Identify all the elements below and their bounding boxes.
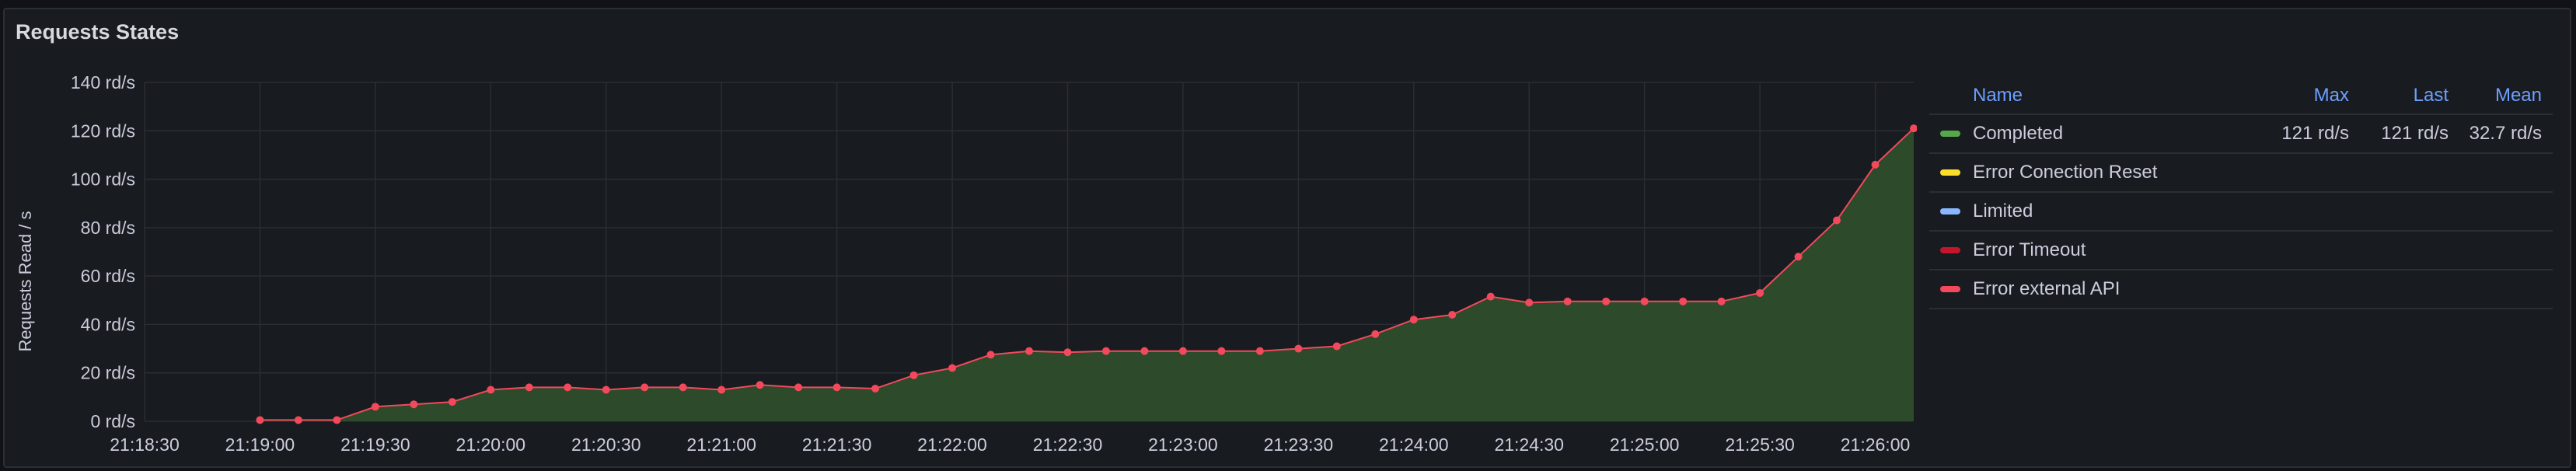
data-point xyxy=(717,386,726,394)
chart[interactable]: 0 rd/s 20 rd/s 40 rd/s 60 rd/s 80 rd/s 100 rd… xyxy=(5,9,1917,469)
data-point xyxy=(1101,347,1110,355)
data-point xyxy=(1602,297,1611,305)
series-color-swatch xyxy=(1940,208,1960,215)
data-point xyxy=(756,381,764,389)
x-tick-label: 21:22:00 xyxy=(917,434,987,455)
series-color-swatch xyxy=(1940,286,1960,292)
x-tick-label: 21:25:00 xyxy=(1610,434,1680,455)
data-point xyxy=(1563,297,1572,305)
x-tick-label: 21:23:00 xyxy=(1148,434,1218,455)
series-color-swatch xyxy=(1940,131,1960,137)
legend-row[interactable]: Completed 121 rd/s 121 rd/s 32.7 rd/s xyxy=(1929,115,2553,154)
data-point xyxy=(1486,292,1495,301)
x-tick-label: 21:19:30 xyxy=(340,434,410,455)
data-point xyxy=(294,416,302,424)
series-color-swatch xyxy=(1940,169,1960,176)
x-tick-label: 21:22:30 xyxy=(1033,434,1103,455)
series-color-swatch xyxy=(1940,247,1960,253)
legend-row[interactable]: Error Timeout xyxy=(1929,232,2553,270)
series-name: Error Conection Reset xyxy=(1973,162,2158,183)
data-point xyxy=(1025,347,1033,355)
data-point xyxy=(948,364,957,372)
data-point xyxy=(794,383,803,392)
x-tick-label: 21:21:30 xyxy=(802,434,872,455)
data-point xyxy=(1910,124,1917,133)
header-name[interactable]: Name xyxy=(1973,85,2023,106)
data-point xyxy=(1679,297,1688,305)
series-max: 121 rd/s xyxy=(2281,123,2349,144)
x-tick-label: 21:26:00 xyxy=(1841,434,1911,455)
panel-title[interactable]: Requests States xyxy=(16,20,180,44)
x-tick-label: 21:25:30 xyxy=(1725,434,1795,455)
x-tick-label: 21:20:30 xyxy=(571,434,641,455)
data-point xyxy=(1525,298,1534,307)
legend-header: Name Max Last Mean xyxy=(1929,78,2553,115)
requests-states-panel: Requests States 0 rd/s 20 rd/s 40 rd/s 60 r… xyxy=(3,8,2571,468)
data-point xyxy=(410,400,418,409)
completed-line xyxy=(260,127,1915,421)
y-axis-label: Requests Read / s xyxy=(16,211,35,352)
header-last[interactable]: Last xyxy=(2413,85,2449,106)
series-name: Limited xyxy=(1973,201,2033,222)
data-point xyxy=(1255,347,1264,355)
data-point xyxy=(909,371,918,379)
y-tick-label: 60 rd/s xyxy=(81,266,135,286)
data-point xyxy=(1871,160,1880,169)
data-point xyxy=(564,383,572,392)
series-last: 121 rd/s xyxy=(2381,123,2449,144)
data-point xyxy=(1371,330,1380,338)
x-tick-label: 21:19:00 xyxy=(225,434,295,455)
data-point xyxy=(256,416,264,424)
data-point xyxy=(1717,297,1726,305)
data-point xyxy=(487,386,495,394)
y-tick-label: 120 rd/s xyxy=(71,120,135,141)
legend-row[interactable]: Error external API xyxy=(1929,270,2553,309)
data-point xyxy=(641,383,649,392)
data-point xyxy=(1178,347,1187,355)
data-point xyxy=(1409,316,1418,324)
data-point xyxy=(1794,253,1803,261)
data-point xyxy=(1217,347,1226,355)
x-tick-label: 21:24:00 xyxy=(1379,434,1449,455)
x-tick-label: 21:21:00 xyxy=(686,434,756,455)
data-point xyxy=(602,386,610,394)
data-point xyxy=(448,398,456,406)
header-max[interactable]: Max xyxy=(2313,85,2349,106)
data-point xyxy=(1294,344,1303,353)
x-tick-label: 21:18:30 xyxy=(110,434,180,455)
y-tick-label: 20 rd/s xyxy=(81,363,135,383)
y-tick-label: 0 rd/s xyxy=(90,411,135,431)
data-point xyxy=(1640,297,1649,305)
data-point xyxy=(1448,310,1457,319)
legend-table: Name Max Last Mean Completed 121 rd/s 121 … xyxy=(1929,78,2553,309)
x-tick-label: 21:23:30 xyxy=(1264,434,1334,455)
series-name: Error external API xyxy=(1973,278,2120,299)
data-point xyxy=(1332,342,1341,351)
data-point xyxy=(871,384,880,392)
data-point xyxy=(333,416,341,424)
legend-row[interactable]: Limited xyxy=(1929,193,2553,232)
x-tick-label: 21:20:00 xyxy=(456,434,526,455)
data-point xyxy=(525,383,533,392)
completed-area xyxy=(260,128,1915,421)
series-name: Error Timeout xyxy=(1973,239,2086,260)
data-point xyxy=(832,383,841,392)
series-mean: 32.7 rd/s xyxy=(2469,123,2542,144)
data-point xyxy=(1833,216,1841,225)
header-mean[interactable]: Mean xyxy=(2494,85,2542,106)
y-tick-label: 40 rd/s xyxy=(81,314,135,334)
legend-row[interactable]: Error Conection Reset xyxy=(1929,154,2553,193)
data-point xyxy=(371,403,379,411)
y-tick-label: 80 rd/s xyxy=(81,218,135,238)
x-tick-label: 21:24:30 xyxy=(1494,434,1564,455)
series-name: Completed xyxy=(1973,123,2064,144)
data-point xyxy=(1756,288,1764,297)
data-point xyxy=(679,383,687,392)
data-point xyxy=(986,351,995,359)
data-point xyxy=(1140,347,1149,355)
y-tick-label: 100 rd/s xyxy=(71,169,135,190)
y-tick-label: 140 rd/s xyxy=(71,72,135,92)
data-point xyxy=(1063,348,1072,357)
